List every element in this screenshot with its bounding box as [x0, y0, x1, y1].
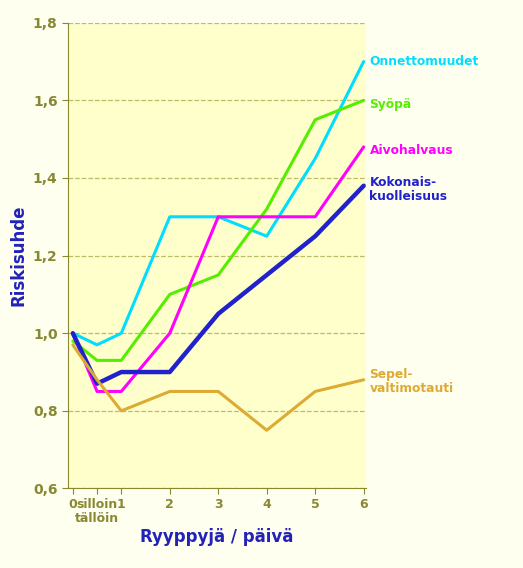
Text: Aivohalvaus: Aivohalvaus	[369, 144, 453, 157]
X-axis label: Ryyppyjä / päivä: Ryyppyjä / päivä	[140, 528, 294, 546]
Text: Kokonais-
kuolleisuus: Kokonais- kuolleisuus	[369, 176, 448, 203]
Text: Sepel-
valtimotauti: Sepel- valtimotauti	[369, 368, 453, 395]
Y-axis label: Riskisuhde: Riskisuhde	[9, 205, 27, 306]
Text: Onnettomuudet: Onnettomuudet	[369, 55, 479, 68]
Text: Syöpä: Syöpä	[369, 98, 412, 111]
